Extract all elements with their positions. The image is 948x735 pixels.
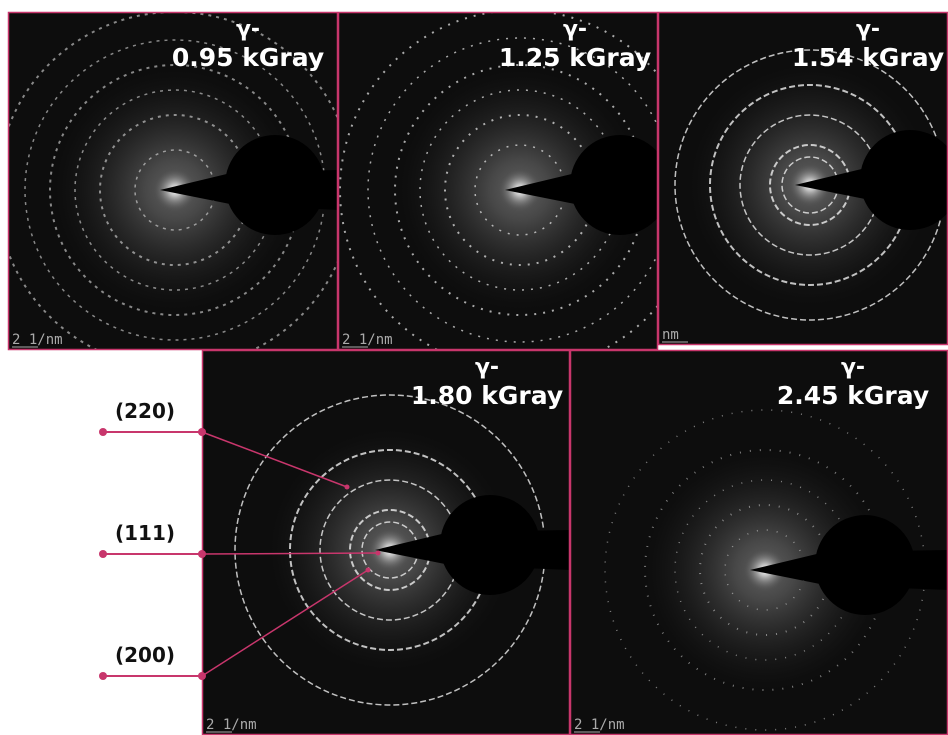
- dose-label: 1.80 kGray: [411, 381, 563, 410]
- scale-label: nm: [662, 327, 679, 343]
- gamma-label: γ-: [475, 355, 499, 380]
- plane-label: (200): [115, 643, 175, 667]
- pointer-arrow: [202, 553, 378, 554]
- gamma-label: γ-: [236, 17, 260, 42]
- gamma-label: γ-: [841, 355, 865, 380]
- beam-stopper-disc: [815, 515, 915, 615]
- plane-label: (220): [115, 399, 175, 423]
- figure: γ-0.95 kGray2 1/nmγ-1.25 kGray2 1/nmγ-1.…: [0, 0, 948, 735]
- beam-stopper-disc: [440, 495, 540, 595]
- arrow-head: [366, 568, 371, 573]
- diffraction-panel: γ-1.25 kGray 2 1/nm: [338, 10, 700, 370]
- plane-label: (111): [115, 521, 175, 545]
- beam-stopper-disc: [225, 135, 325, 235]
- beam-stopper-disc: [570, 135, 670, 235]
- diffraction-panel: γ-2.45 kGray 2 1/nm: [570, 350, 948, 735]
- diffraction-panel: γ-0.95 kGray 2 1/nm: [0, 12, 353, 368]
- diffraction-panel: γ-1.54 kGray nm: [658, 12, 948, 345]
- scale-label: 2 1/nm: [342, 332, 393, 348]
- scale-label: 2 1/nm: [574, 717, 625, 733]
- dose-label: 1.54 kGray: [792, 43, 944, 72]
- scale-label: 2 1/nm: [206, 717, 257, 733]
- dose-label: 2.45 kGray: [777, 381, 929, 410]
- gamma-label: γ-: [563, 17, 587, 42]
- gamma-label: γ-: [856, 17, 880, 42]
- dose-label: 1.25 kGray: [499, 43, 651, 72]
- dose-label: 0.95 kGray: [172, 43, 324, 72]
- arrow-head: [345, 485, 350, 490]
- scale-label: 2 1/nm: [12, 332, 63, 348]
- arrow-head: [376, 551, 381, 556]
- diffraction-panel: γ-1.80 kGray 2 1/nm: [202, 350, 570, 735]
